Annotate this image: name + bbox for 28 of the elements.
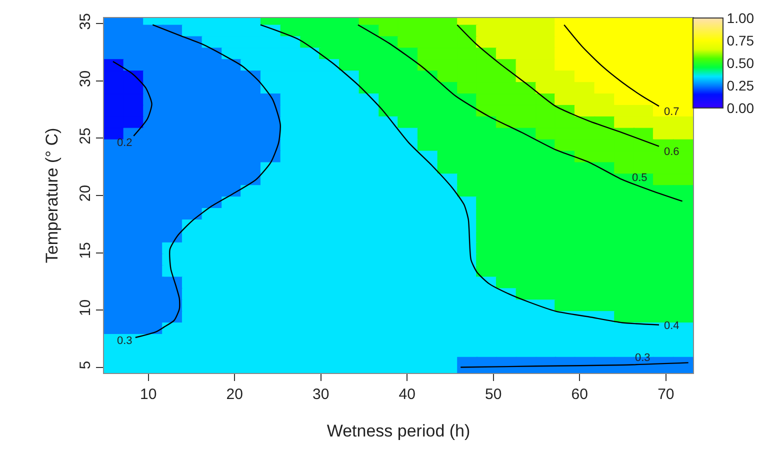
y-tick-label: 20 bbox=[77, 184, 94, 202]
y-tick-label: 5 bbox=[77, 360, 94, 370]
color-bar-label: 0.00 bbox=[726, 100, 754, 116]
y-tick-label: 35 bbox=[77, 13, 94, 30]
y-axis-title: Temperature (° C) bbox=[42, 128, 62, 264]
color-bar-label: 0.75 bbox=[726, 32, 754, 48]
x-tick-label: 40 bbox=[398, 386, 416, 403]
annotation: 0.3 bbox=[117, 335, 132, 347]
annotation: 0.5 bbox=[632, 172, 648, 184]
annotation: 0.3 bbox=[635, 352, 650, 364]
y-tick-label: 10 bbox=[77, 299, 94, 316]
color-bar-label: 1.00 bbox=[726, 10, 754, 26]
annotation: 0.2 bbox=[117, 137, 132, 149]
x-tick-label: 60 bbox=[571, 386, 588, 403]
y-tick-label: 30 bbox=[77, 70, 94, 88]
x-tick-label: 50 bbox=[485, 386, 502, 403]
y-tick-label: 15 bbox=[77, 242, 94, 259]
color-bar-label: 0.25 bbox=[726, 77, 754, 94]
x-tick-label: 10 bbox=[140, 386, 157, 403]
x-axis-title: Wetness period (h) bbox=[326, 421, 470, 440]
annotation: 0.4 bbox=[664, 320, 680, 332]
color-bar-label: 0.50 bbox=[726, 54, 754, 71]
annotation: 0.7 bbox=[664, 106, 680, 118]
annotation: 0.6 bbox=[664, 146, 680, 158]
y-tick-label: 25 bbox=[77, 128, 94, 144]
x-tick-label: 30 bbox=[312, 386, 330, 403]
x-tick-label: 70 bbox=[658, 386, 674, 403]
x-tick-label: 20 bbox=[226, 386, 243, 403]
